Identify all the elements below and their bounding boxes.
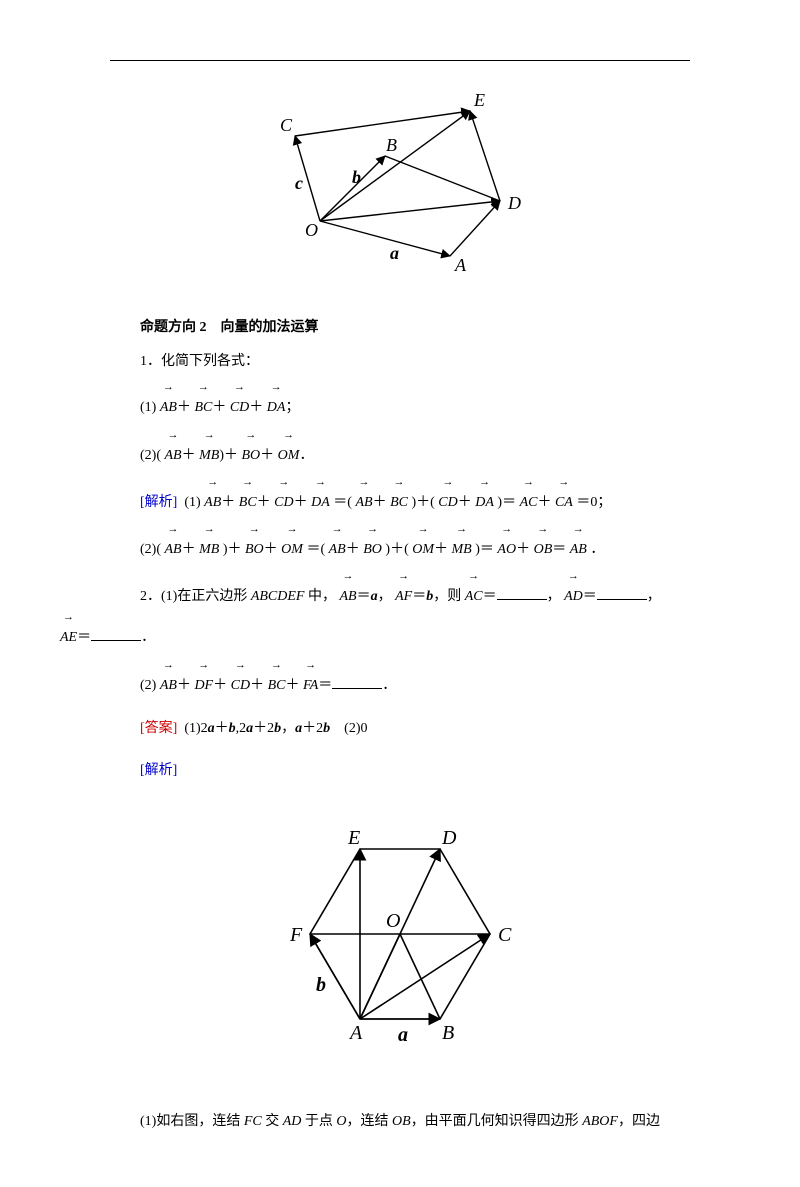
- fig1-label-c: c: [295, 173, 303, 193]
- blank-1: [497, 585, 547, 600]
- fig2-F: F: [289, 924, 303, 946]
- top-rule: [110, 60, 690, 61]
- q1-intro: 1．化简下列各式：: [140, 344, 690, 380]
- figure-1-svg: O A D E B C a b c: [240, 81, 560, 281]
- fig2-C: C: [498, 924, 512, 946]
- jiexi2-label: [解析]: [140, 763, 177, 778]
- fig2-E: E: [347, 827, 360, 849]
- fig2-a: a: [398, 1024, 408, 1046]
- fig2-O: O: [386, 910, 400, 932]
- section-title: 命题方向 2 向量的加法运算: [140, 316, 690, 336]
- fig1-label-C: C: [280, 115, 293, 135]
- answer-line: [答案] (1)2a＋b,2a＋2b，a＋2b (2)0: [140, 711, 690, 747]
- footnote: (1)如右图，连结 FC 交 AD 于点 O，连结 OB，由平面几何知识得四边形…: [140, 1104, 690, 1140]
- figure-2: A B C D E F O a b: [110, 799, 690, 1074]
- q1-eq2: (2)( AB＋ MB)＋ BO＋ OM．: [140, 434, 690, 475]
- fig2-D: D: [441, 827, 457, 849]
- jiexi2-line: [解析]: [140, 753, 690, 789]
- fig2-b: b: [316, 974, 326, 996]
- fig1-label-E: E: [473, 90, 485, 110]
- figure-2-svg: A B C D E F O a b: [250, 799, 550, 1069]
- q2-2: (2) AB＋ DF＋ CD＋ BC＋ FA＝．: [140, 664, 690, 705]
- daan-label: [答案]: [140, 721, 177, 736]
- fig1-label-A: A: [454, 255, 467, 275]
- figure-1: O A D E B C a b c: [110, 81, 690, 286]
- jiexi-2: (2)( AB＋ MB )＋ BO＋ OM ＝( AB＋ BO )＋( OM＋ …: [140, 528, 690, 569]
- jiexi-label: [解析]: [140, 495, 177, 510]
- fig1-label-O: O: [305, 220, 318, 240]
- fig1-label-a: a: [390, 243, 399, 263]
- fig1-label-D: D: [507, 193, 521, 213]
- blank-4: [332, 674, 382, 689]
- fig1-label-b: b: [352, 167, 361, 187]
- blank-2: [597, 585, 647, 600]
- fig2-B: B: [442, 1022, 454, 1044]
- fig1-label-B: B: [386, 135, 397, 155]
- q1-eq1: (1) AB＋ BC＋ CD＋ DA；: [140, 386, 690, 427]
- q2-1: 2．(1)在正六边形 ABCDEF 中， AB＝a， AF＝b，则 AC＝， A…: [140, 575, 690, 657]
- blank-3: [91, 626, 141, 641]
- fig2-A: A: [348, 1022, 363, 1044]
